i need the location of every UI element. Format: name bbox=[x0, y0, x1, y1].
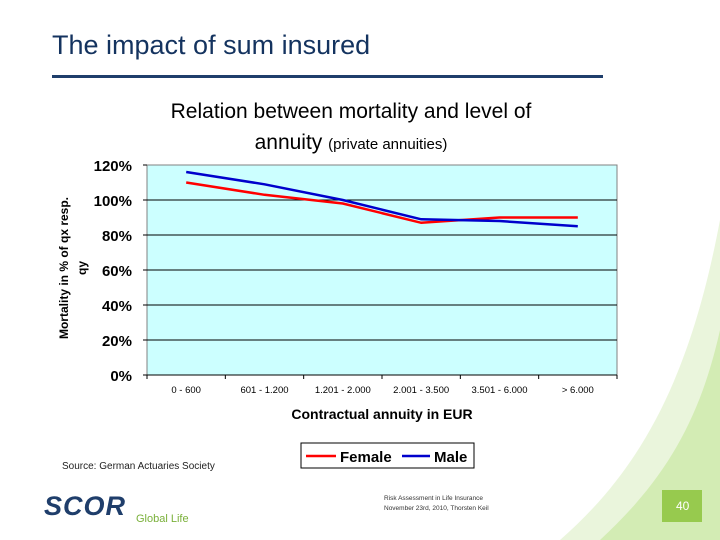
page-number: 40 bbox=[676, 499, 690, 513]
x-tick-label: > 6.000 bbox=[562, 385, 594, 396]
y-tick-label: 40% bbox=[102, 298, 132, 315]
x-tick-label: 3.501 - 6.000 bbox=[472, 385, 528, 396]
scor-logo: SCOR Global Life bbox=[44, 491, 189, 525]
footer-line-1: Risk Assessment in Life Insurance bbox=[384, 495, 483, 502]
y-tick-label: 20% bbox=[102, 333, 132, 350]
footer-note: Risk Assessment in Life Insurance Novemb… bbox=[384, 494, 489, 514]
chart-title-line-2: annuity (private annuities) bbox=[255, 131, 448, 154]
x-tick-label: 0 - 600 bbox=[171, 385, 201, 396]
green-accent-swoosh-inner bbox=[600, 330, 720, 540]
y-tick-label: 80% bbox=[102, 228, 132, 245]
source-note: Source: German Actuaries Society bbox=[62, 461, 215, 472]
logo-tagline: Global Life bbox=[136, 513, 189, 525]
x-tick-label: 601 - 1.200 bbox=[240, 385, 288, 396]
page-number-box bbox=[662, 490, 702, 522]
x-tick-label: 1.201 - 2.000 bbox=[315, 385, 371, 396]
y-tick-label: 120% bbox=[94, 158, 132, 175]
y-axis-title-line-2: qy bbox=[75, 261, 89, 275]
x-tick-label: 2.001 - 3.500 bbox=[393, 385, 449, 396]
y-tick-label: 60% bbox=[102, 263, 132, 280]
title-underline bbox=[52, 75, 603, 78]
legend-label-male: Male bbox=[434, 449, 467, 466]
y-axis-title-line-1: Mortality in % of qx resp. bbox=[57, 197, 71, 339]
logo-wordmark: SCOR bbox=[44, 491, 126, 521]
series-line-male bbox=[186, 170, 578, 228]
series-line-female bbox=[186, 181, 578, 225]
chart-title-line-1: Relation between mortality and level of bbox=[171, 100, 532, 123]
y-tick-label: 0% bbox=[110, 368, 132, 385]
x-axis-title: Contractual annuity in EUR bbox=[291, 406, 472, 422]
slide-title: The impact of sum insured bbox=[52, 30, 371, 60]
footer-line-2: November 23rd, 2010, Thorsten Keil bbox=[384, 505, 489, 512]
y-tick-label: 100% bbox=[94, 193, 132, 210]
legend-label-female: Female bbox=[340, 449, 392, 466]
